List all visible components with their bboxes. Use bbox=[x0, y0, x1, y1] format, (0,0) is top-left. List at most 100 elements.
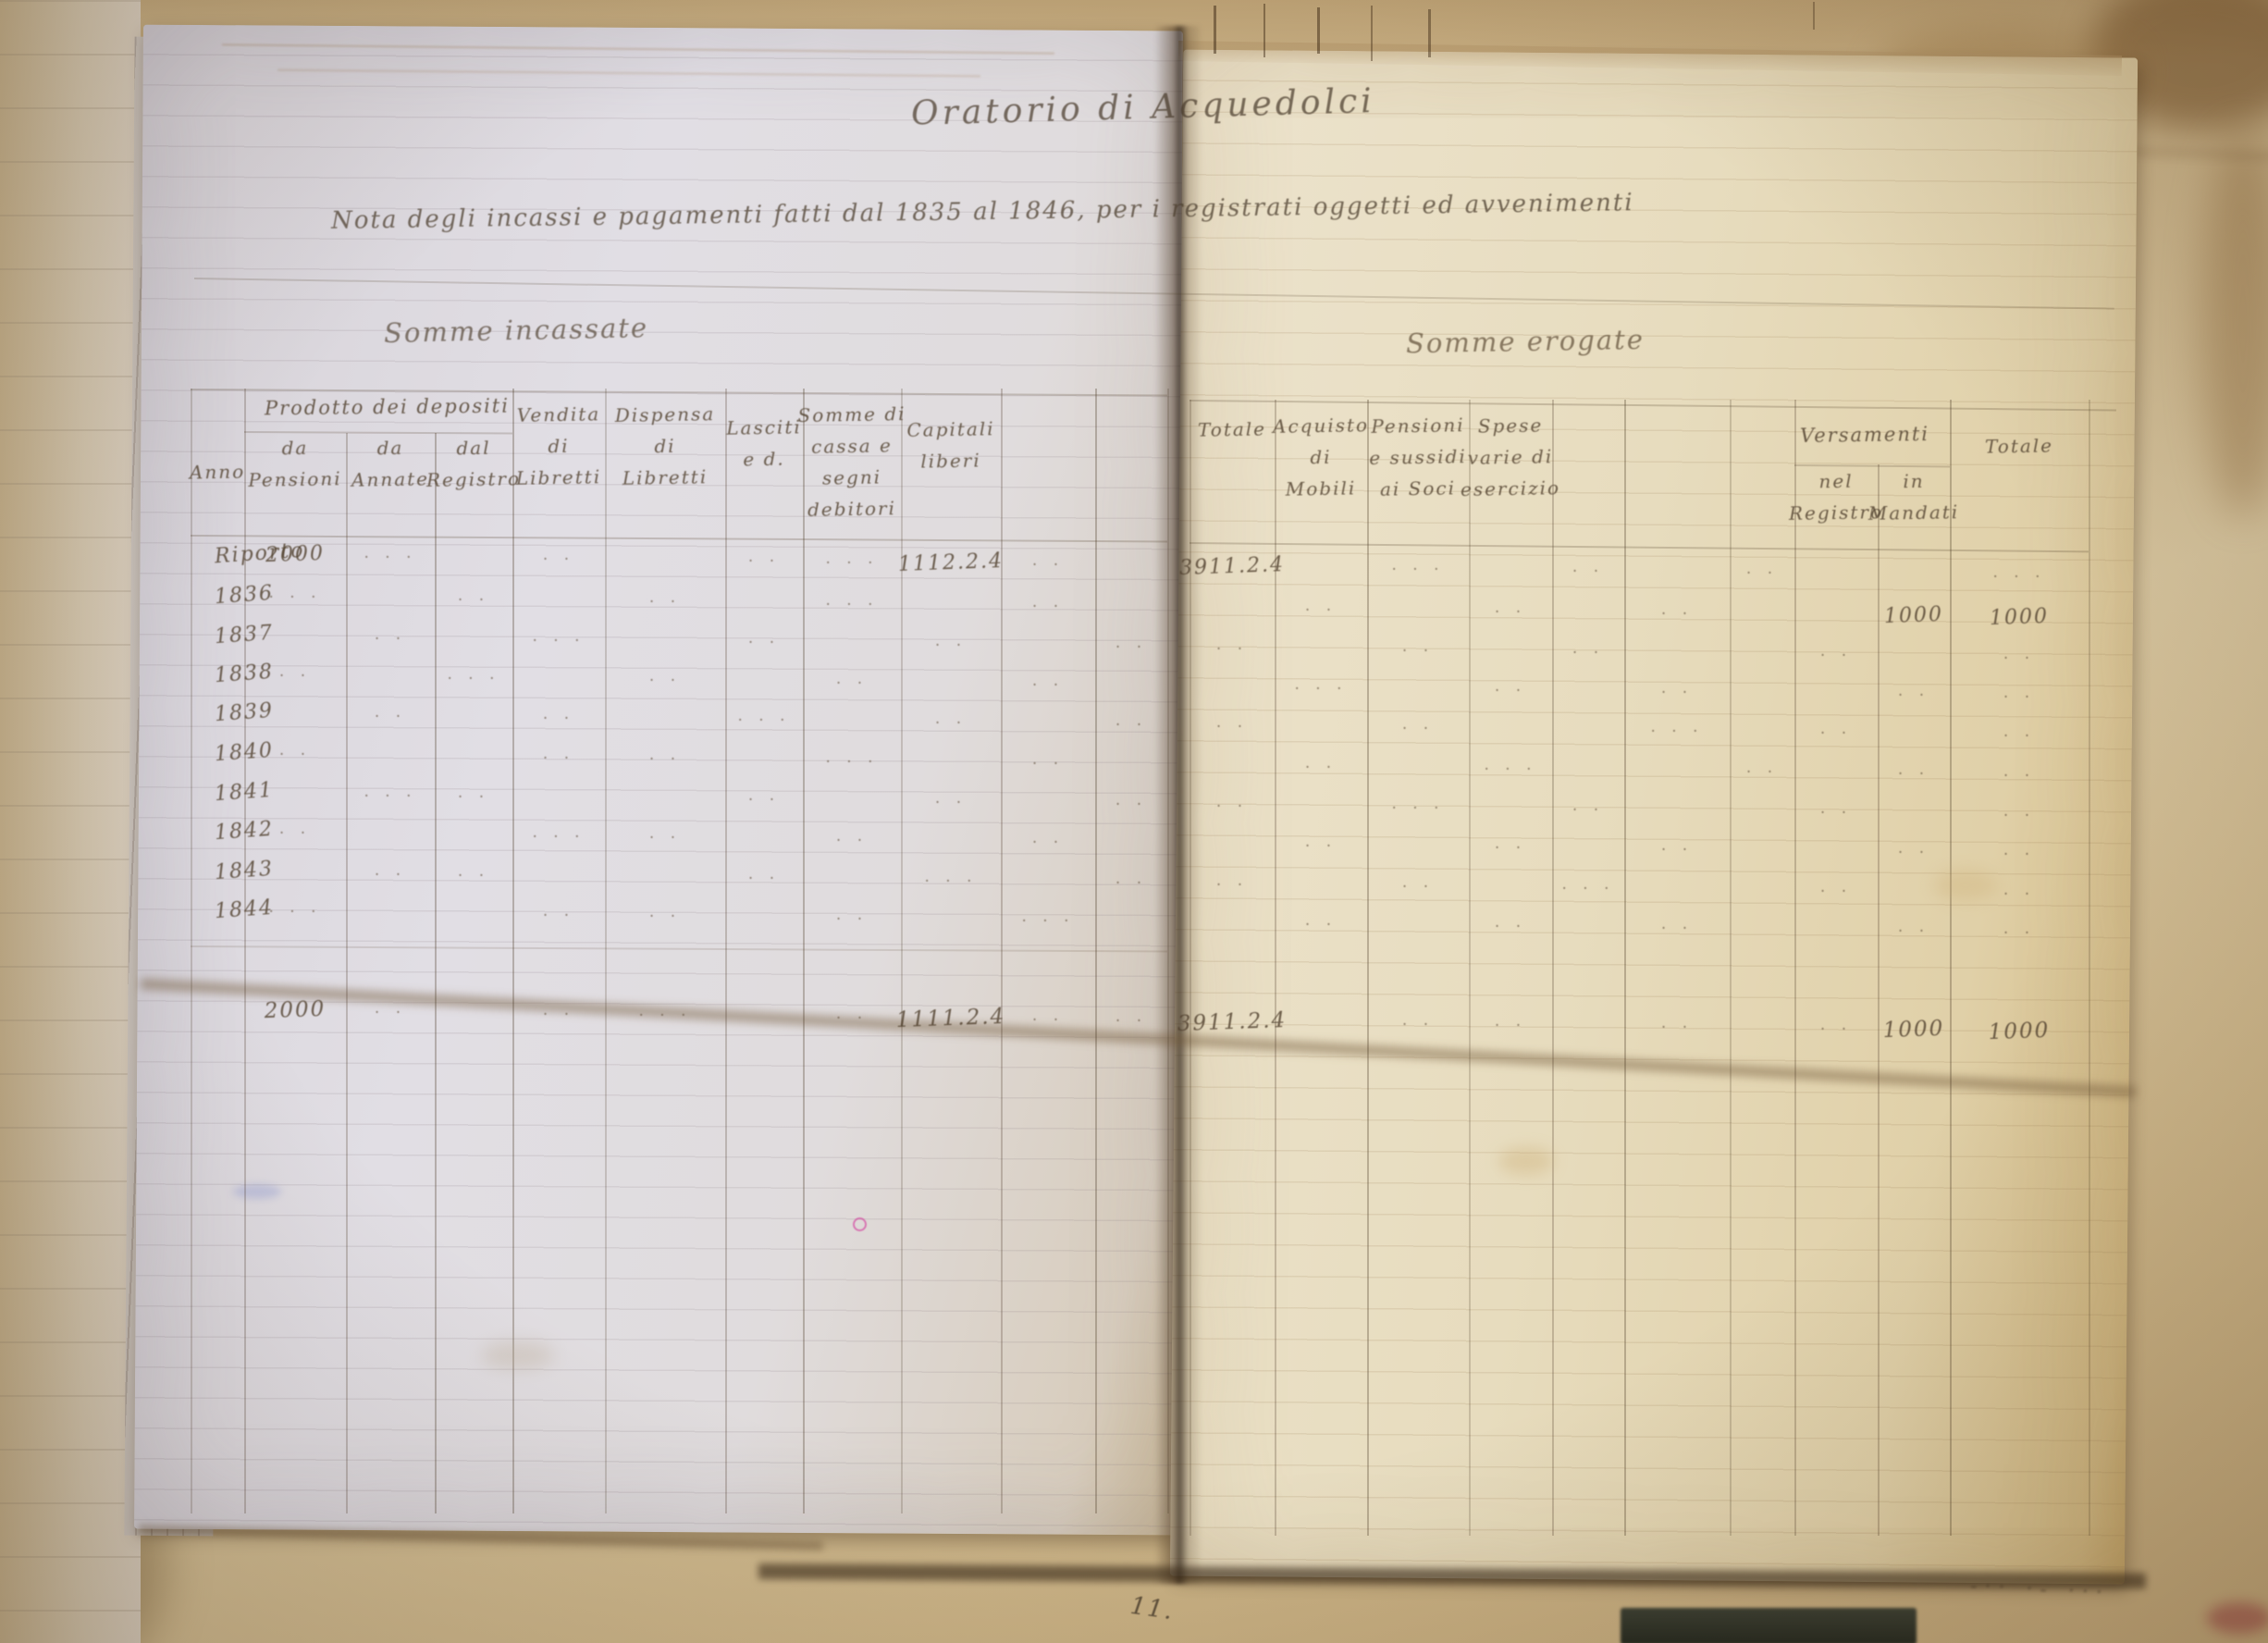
column-header-L7: Somme di bbox=[797, 401, 906, 427]
row-dots-L4: · · bbox=[542, 709, 575, 728]
column-header-R2: ai Soci bbox=[1379, 476, 1457, 500]
row-dots-L7: · · · bbox=[825, 752, 879, 772]
row-dots-L8: · · bbox=[934, 636, 968, 655]
page-edge-tick-1 bbox=[1214, 6, 1216, 54]
row-dots-R8: · · bbox=[2003, 649, 2036, 668]
table-column-rule bbox=[1001, 389, 1003, 1513]
row-year-label: 1836 bbox=[214, 581, 275, 610]
column-header-L6: Lasciti bbox=[726, 415, 802, 439]
row-dots-R8: · · bbox=[2003, 687, 2036, 707]
table-column-rule bbox=[2089, 400, 2090, 1536]
column-header-R2: Pensioni bbox=[1371, 414, 1465, 438]
column-header-L5: Libretti bbox=[622, 465, 709, 489]
row-dots-L2: · · bbox=[374, 1003, 407, 1022]
column-header-L7: cassa e bbox=[810, 434, 894, 458]
row-dots-R6: · · bbox=[1745, 564, 1779, 584]
wall-stain-right-edge bbox=[2201, 130, 2268, 518]
row-dots-R2: · · bbox=[1401, 1015, 1435, 1034]
row-dots-R8: · · bbox=[2003, 923, 2036, 943]
row-dots-L4: · · · bbox=[532, 827, 585, 846]
column-header-L6: e d. bbox=[743, 447, 785, 471]
row-dots-R2: · · bbox=[1401, 719, 1435, 738]
row-dots-R3: · · bbox=[1494, 918, 1527, 937]
table-column-rule bbox=[1275, 400, 1276, 1536]
row-year-label: 1838 bbox=[214, 660, 275, 688]
row-dots-L4: · · bbox=[542, 550, 575, 569]
column-header-R1: Mobili bbox=[1285, 476, 1357, 500]
row-dots-R0: · · bbox=[1215, 717, 1249, 736]
row-dots-R7b: · · bbox=[1897, 686, 1930, 706]
column-header-L4: di bbox=[548, 434, 570, 458]
page-edge-tick-3 bbox=[1317, 7, 1320, 54]
table-column-rule bbox=[1624, 400, 1626, 1536]
row-dots-R7a: · · bbox=[1819, 1020, 1853, 1040]
row-dots-L6: · · bbox=[747, 552, 781, 572]
row-dots-R4: · · bbox=[1572, 562, 1605, 582]
row-dots-R1: · · · bbox=[1294, 679, 1348, 698]
column-header-L4: Vendita bbox=[516, 402, 601, 426]
row-dots-L10: · · bbox=[1115, 1012, 1148, 1032]
row-dots-R7a: · · bbox=[1819, 647, 1853, 666]
row-dots-R3: · · · bbox=[1484, 760, 1537, 780]
row-dots-R8: · · bbox=[2003, 766, 2036, 785]
column-header-L5: Dispensa bbox=[614, 402, 716, 426]
column-header-L1: Pensioni bbox=[248, 467, 342, 491]
row-value-R0: 3911.2.4 bbox=[1177, 1007, 1288, 1036]
row-dots-L1: · · · bbox=[268, 588, 322, 608]
table-horizontal-rule bbox=[190, 535, 1167, 543]
row-dots-R8: · · bbox=[2003, 726, 2036, 746]
column-header-L1: da bbox=[281, 436, 309, 460]
row-dots-L5: · · · bbox=[638, 1007, 692, 1026]
row-dots-R5: · · bbox=[1660, 684, 1694, 703]
table-horizontal-rule bbox=[190, 945, 1167, 953]
column-header-L8: liberi bbox=[920, 449, 981, 473]
row-dots-R7b: · · bbox=[1897, 922, 1930, 942]
table-column-rule bbox=[1878, 464, 1880, 1536]
row-dots-L9: · · bbox=[1031, 598, 1065, 617]
row-dots-R0: · · bbox=[1215, 797, 1249, 816]
row-dots-L5: · · bbox=[648, 829, 682, 848]
column-header-R2: e sussidi bbox=[1369, 445, 1467, 469]
row-value-R8: 1000 bbox=[1988, 1018, 2051, 1044]
row-dots-R0: · · bbox=[1215, 639, 1249, 659]
table-column-rule bbox=[1167, 389, 1169, 1513]
row-year-label: 1839 bbox=[214, 698, 275, 727]
row-dots-R7b: · · bbox=[1897, 844, 1930, 863]
row-dots-L2: · · bbox=[374, 707, 407, 726]
row-dots-R1: · · bbox=[1304, 836, 1337, 856]
row-dots-L4: · · · bbox=[532, 631, 585, 650]
row-dots-L6: · · · bbox=[737, 711, 791, 731]
table-column-rule bbox=[725, 389, 727, 1513]
foxing-spot-1 bbox=[1498, 1147, 1554, 1175]
row-dots-L3: · · bbox=[457, 590, 490, 610]
column-header-R7b: in bbox=[1903, 469, 1925, 493]
row-dots-L8: · · bbox=[934, 713, 968, 733]
row-value-L8: 1112.2.4 bbox=[897, 549, 1005, 576]
row-value-L1: 2000 bbox=[265, 542, 326, 568]
row-dots-R5: · · bbox=[1660, 841, 1694, 860]
column-header-L7: segni bbox=[821, 465, 882, 489]
row-dots-L4: · · bbox=[542, 1005, 575, 1024]
row-dots-R5: · · · bbox=[1650, 723, 1704, 742]
row-dots-L9: · · bbox=[1031, 676, 1065, 696]
row-dots-R7a: · · bbox=[1819, 724, 1853, 744]
row-dots-L3: · · bbox=[457, 787, 490, 807]
foxing-spot-2 bbox=[1933, 870, 1998, 901]
row-dots-L9: · · bbox=[1031, 755, 1065, 774]
column-header-L2: Annate bbox=[351, 467, 430, 491]
column-header-R1: Acquisto bbox=[1272, 414, 1370, 438]
row-dots-L1: · · bbox=[278, 746, 312, 765]
row-dots-L5: · · bbox=[648, 908, 682, 927]
row-dots-L8: · · · bbox=[924, 871, 978, 891]
row-dots-L10: · · bbox=[1115, 796, 1148, 815]
row-dots-L9: · · bbox=[1031, 556, 1065, 575]
row-dots-L7: · · · bbox=[825, 595, 879, 614]
row-dots-R2: · · bbox=[1401, 641, 1435, 661]
row-dots-R4: · · bbox=[1572, 644, 1605, 663]
row-year-label: 1840 bbox=[214, 738, 275, 767]
row-dots-L1: · · bbox=[278, 667, 312, 686]
row-dots-L10: · · bbox=[1115, 874, 1148, 894]
column-header-L0: Anno bbox=[189, 460, 246, 484]
row-dots-L10: · · bbox=[1115, 716, 1148, 735]
